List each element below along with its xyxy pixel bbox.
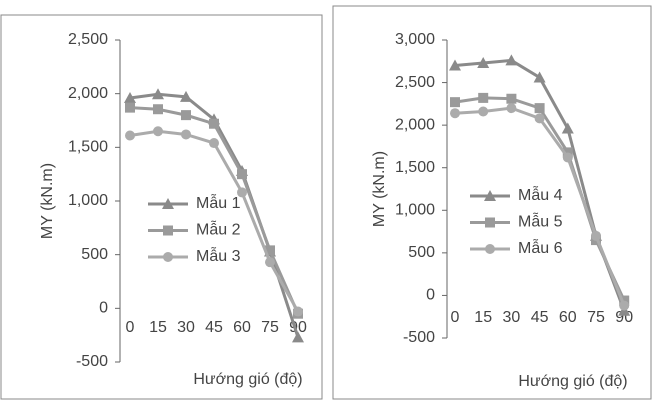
legend-label: Mẫu 6 — [518, 238, 563, 257]
y-tick-label: 500 — [408, 244, 435, 261]
series-line — [454, 106, 626, 307]
x-axis-label: Hướng gió (độ) — [518, 373, 627, 390]
y-tick-label: 0 — [99, 300, 108, 317]
x-tick-label: 15 — [149, 319, 167, 336]
marker — [180, 90, 192, 102]
marker — [484, 190, 496, 201]
panel-border — [0, 14, 323, 400]
marker — [478, 92, 489, 103]
marker — [181, 129, 191, 140]
marker — [152, 88, 164, 100]
marker — [450, 108, 460, 119]
marker — [485, 217, 495, 228]
y-tick-label: 500 — [81, 246, 108, 263]
marker — [237, 187, 247, 198]
x-tick-label: 75 — [261, 319, 279, 336]
legend-label: Mẫu 1 — [196, 193, 241, 212]
panel-border — [332, 5, 652, 400]
x-tick-label: 75 — [587, 309, 605, 326]
marker — [450, 97, 460, 108]
marker — [619, 300, 630, 311]
x-tick-label: 45 — [531, 309, 549, 326]
x-tick-label: 30 — [503, 309, 521, 326]
x-tick-label: 15 — [474, 309, 492, 326]
marker — [591, 230, 601, 241]
marker — [124, 91, 136, 103]
marker — [561, 122, 574, 134]
marker — [485, 244, 495, 254]
y-axis-label: MY (kN.m) — [39, 163, 56, 239]
marker — [265, 245, 275, 256]
marker — [293, 306, 303, 317]
marker — [506, 93, 517, 104]
marker — [162, 198, 174, 209]
marker — [534, 113, 545, 124]
y-axis-label: MY (kN.m) — [371, 151, 388, 227]
marker — [125, 102, 135, 113]
y-tick-label: 1,500 — [395, 159, 435, 176]
marker — [562, 152, 573, 163]
marker — [163, 252, 173, 262]
marker — [533, 71, 546, 83]
marker — [505, 54, 518, 66]
marker — [181, 110, 191, 121]
y-tick-label: -500 — [76, 353, 108, 370]
marker — [153, 126, 163, 137]
y-tick-label: 2,000 — [68, 85, 108, 102]
legend-label: Mẫu 4 — [518, 185, 563, 204]
x-tick-label: 60 — [559, 309, 577, 326]
y-tick-label: 2,500 — [68, 31, 108, 48]
y-tick-label: 2,500 — [395, 74, 435, 91]
x-tick-label: 45 — [205, 319, 223, 336]
legend-label: Mẫu 2 — [196, 220, 241, 239]
x-axis-label: Hướng gió (độ) — [193, 371, 302, 388]
legend-label: Mẫu 3 — [196, 246, 241, 265]
marker — [619, 295, 630, 306]
y-tick-label: -500 — [403, 329, 435, 346]
marker — [237, 169, 247, 180]
marker — [478, 106, 489, 117]
marker — [562, 147, 573, 158]
marker — [153, 104, 163, 115]
x-tick-label: 0 — [126, 319, 135, 336]
marker — [125, 130, 135, 141]
y-tick-label: 1,000 — [395, 202, 435, 219]
y-tick-label: 1,500 — [68, 139, 108, 156]
y-tick-label: 1,000 — [68, 192, 108, 209]
marker — [209, 118, 219, 129]
marker — [292, 331, 304, 343]
marker — [506, 103, 517, 114]
x-tick-label: 0 — [451, 309, 460, 326]
x-tick-label: 30 — [177, 319, 195, 336]
marker — [163, 225, 173, 236]
marker — [209, 138, 219, 149]
y-tick-label: 3,000 — [395, 31, 435, 48]
legend-label: Mẫu 5 — [518, 212, 563, 231]
y-tick-label: 2,000 — [395, 116, 435, 133]
marker — [477, 56, 490, 68]
y-tick-label: 0 — [426, 287, 435, 304]
marker — [265, 257, 275, 268]
marker — [534, 103, 545, 114]
marker — [449, 59, 461, 71]
x-tick-label: 60 — [233, 319, 251, 336]
